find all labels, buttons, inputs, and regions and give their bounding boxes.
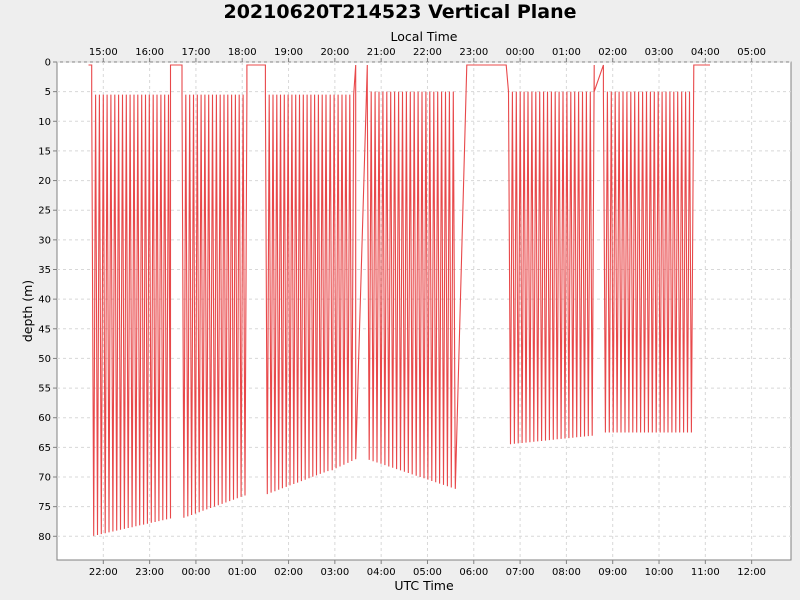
x-tick-label: 05:00: [413, 567, 442, 578]
x2-tick-label: 22:00: [413, 47, 442, 58]
x2-tick-label: 17:00: [182, 47, 211, 58]
y-tick-label: 5: [45, 87, 51, 98]
x-tick-label: 04:00: [367, 567, 396, 578]
x-tick-label: 11:00: [691, 567, 720, 578]
x2-tick-label: 01:00: [552, 47, 581, 58]
x2-tick-label: 18:00: [228, 47, 257, 58]
chart-title: 20210620T214523 Vertical Plane: [223, 1, 576, 23]
x2-tick-label: 05:00: [737, 47, 766, 58]
top-axis-label: Local Time: [391, 29, 458, 44]
y-tick-label: 50: [38, 354, 51, 365]
y-tick-label: 70: [38, 473, 51, 484]
y-tick-label: 20: [38, 176, 51, 187]
bottom-axis-label: UTC Time: [394, 578, 454, 593]
x2-tick-label: 15:00: [89, 47, 118, 58]
tick-layer: 22:00 23:00 00:00 01:00 02:00 03:00 04:00 05:00…: [38, 47, 766, 578]
depth-series-line: [88, 64, 710, 536]
y-tick-label: 75: [38, 502, 51, 513]
x2-tick-label: 23:00: [459, 47, 488, 58]
y-tick-label: 0: [45, 58, 51, 69]
x2-tick-label: 03:00: [645, 47, 674, 58]
x-tick-label: 07:00: [506, 567, 535, 578]
y-tick-label: 60: [38, 413, 51, 424]
x2-tick-label: 16:00: [135, 47, 164, 58]
x2-tick-label: 21:00: [367, 47, 396, 58]
x2-tick-label: 20:00: [320, 47, 349, 58]
y-axis-label: depth (m): [20, 280, 35, 342]
y-tick-label: 40: [38, 295, 51, 306]
y-tick-label: 45: [38, 324, 51, 335]
x-tick-label: 10:00: [645, 567, 674, 578]
x-tick-label: 00:00: [182, 567, 211, 578]
y-tick-label: 55: [38, 384, 51, 395]
x-tick-label: 02:00: [274, 567, 303, 578]
y-tick-label: 80: [38, 532, 51, 543]
series-layer: [88, 64, 710, 536]
x-tick-label: 23:00: [135, 567, 164, 578]
x2-tick-label: 02:00: [598, 47, 627, 58]
y-tick-label: 65: [38, 443, 51, 454]
y-tick-label: 30: [38, 235, 51, 246]
x-tick-label: 06:00: [459, 567, 488, 578]
x2-tick-label: 00:00: [506, 47, 535, 58]
x-tick-label: 01:00: [228, 567, 257, 578]
x-tick-label: 09:00: [598, 567, 627, 578]
x-tick-label: 12:00: [737, 567, 766, 578]
y-tick-label: 10: [38, 117, 51, 128]
x2-tick-label: 19:00: [274, 47, 303, 58]
y-tick-label: 25: [38, 206, 51, 217]
x-tick-label: 22:00: [89, 567, 118, 578]
x2-tick-label: 04:00: [691, 47, 720, 58]
x-tick-label: 03:00: [320, 567, 349, 578]
y-tick-label: 35: [38, 265, 51, 276]
y-tick-label: 15: [38, 146, 51, 157]
x-tick-label: 08:00: [552, 567, 581, 578]
